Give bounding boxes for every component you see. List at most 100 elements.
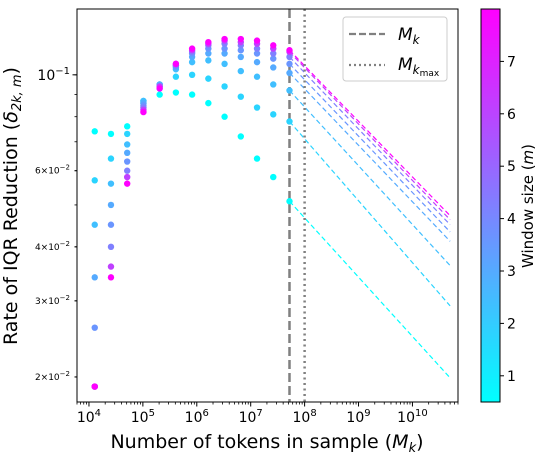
point-m8-6 — [188, 45, 196, 52]
point-m2-9 — [237, 93, 245, 100]
point-m5-8 — [221, 45, 228, 52]
point-m3-8 — [221, 60, 228, 68]
point-m5-10 — [253, 50, 261, 57]
point-m1-9 — [237, 133, 245, 140]
point-m8-11 — [270, 42, 277, 49]
point-m4-12 — [286, 69, 293, 77]
point-m8-7 — [205, 38, 212, 46]
point-m4-7 — [205, 50, 212, 57]
point-m5-11 — [270, 55, 277, 62]
point-m6-1 — [107, 243, 115, 251]
point-m8-12 — [286, 47, 293, 54]
x-tick-label: 107 — [239, 408, 263, 426]
point-m3-6 — [188, 58, 196, 66]
point-m1-7 — [205, 99, 212, 107]
point-m8-4 — [156, 85, 163, 92]
point-m8-5 — [172, 60, 180, 68]
point-m4-0 — [91, 274, 98, 281]
point-m4-8 — [221, 50, 228, 57]
legend-label-mk: Mk — [398, 25, 421, 47]
point-m1-10 — [253, 155, 261, 162]
colorbar-gradient — [480, 8, 501, 403]
point-m6-10 — [253, 45, 261, 52]
y-axis-ticks: 10−1 6×10−2 4×10−2 3×10−2 2×10−2 — [35, 66, 77, 383]
point-m8-10 — [253, 37, 261, 44]
point-m6-11 — [270, 50, 277, 57]
x-axis-label: Number of tokens in sample (Mk) — [110, 431, 423, 455]
x-tick-label: 106 — [185, 408, 209, 426]
colorbar-tick-label: 3 — [507, 264, 516, 280]
point-m2-7 — [205, 75, 212, 82]
x-tick-label: 105 — [131, 408, 155, 426]
point-m4-11 — [270, 64, 277, 71]
extrapolation-line-m6 — [289, 56, 451, 226]
x-tick-label: 109 — [346, 408, 370, 426]
point-m1-11 — [270, 173, 277, 181]
point-m8-0 — [91, 383, 98, 390]
point-m1-0 — [91, 128, 98, 135]
y-tick-label: 10−1 — [37, 66, 70, 84]
point-m7-2 — [123, 173, 131, 181]
extrapolation-lines — [289, 49, 451, 379]
point-m2-11 — [270, 111, 277, 118]
extrapolation-line-m4 — [289, 72, 451, 242]
point-m4-9 — [237, 53, 245, 61]
point-m1-5 — [172, 89, 180, 96]
point-m3-9 — [237, 67, 245, 75]
colorbar-tick-label: 4 — [507, 212, 516, 228]
point-m4-1 — [107, 201, 115, 209]
point-m8-9 — [237, 35, 245, 43]
point-m2-2 — [123, 130, 131, 138]
colorbar-tick-label: 7 — [507, 54, 516, 70]
point-m6-2 — [123, 167, 131, 174]
colorbar-label: Window size (m) — [519, 144, 537, 268]
point-m8-1 — [107, 274, 115, 281]
point-m2-1 — [107, 155, 115, 162]
point-m5-0 — [91, 324, 98, 331]
colorbar-tick-label: 1 — [507, 369, 516, 385]
y-tick-label: 2×10−2 — [35, 370, 70, 383]
extrapolation-line-m2 — [289, 121, 451, 307]
x-tick-label: 104 — [77, 408, 101, 426]
colorbar-tick-label: 5 — [507, 159, 516, 175]
point-m8-3 — [140, 108, 147, 116]
colorbar-tick-label: 6 — [507, 107, 516, 123]
point-m4-2 — [123, 149, 131, 157]
point-m5-1 — [107, 221, 115, 228]
point-m8-2 — [123, 180, 131, 187]
plot-frame — [76, 8, 459, 403]
point-m2-5 — [172, 73, 180, 80]
point-m5-9 — [237, 47, 245, 54]
point-m5-2 — [123, 158, 131, 165]
y-axis-label: Rate of IQR Reduction (δ2k, m) — [0, 67, 25, 345]
data-points — [91, 35, 293, 390]
point-m3-1 — [107, 180, 115, 187]
point-m3-12 — [286, 87, 293, 94]
colorbar-ticks: 1 2 3 4 5 6 7 — [500, 54, 516, 385]
point-m6-12 — [286, 53, 293, 61]
point-m1-8 — [221, 113, 228, 120]
point-m2-8 — [221, 83, 228, 90]
point-m5-12 — [286, 60, 293, 68]
point-m4-10 — [253, 58, 261, 66]
point-m3-7 — [205, 57, 212, 64]
colorbar-tick-label: 2 — [507, 316, 516, 332]
x-axis-ticks: 104 105 106 107 108 109 1010 — [76, 402, 459, 426]
point-m2-10 — [253, 104, 261, 111]
extrapolation-line-m7 — [289, 51, 451, 221]
point-m1-12 — [286, 198, 293, 205]
y-tick-label: 3×10−2 — [35, 294, 70, 307]
point-m2-0 — [91, 177, 98, 184]
point-m3-0 — [91, 221, 98, 228]
y-tick-label: 4×10−2 — [35, 240, 70, 253]
x-tick-label: 1010 — [397, 408, 428, 426]
point-m3-2 — [123, 141, 131, 148]
legend: Mk Mkmax — [342, 16, 448, 82]
extrapolation-line-m8 — [289, 49, 451, 217]
point-m3-10 — [253, 73, 261, 80]
point-m1-6 — [188, 91, 196, 98]
point-m7-1 — [107, 263, 115, 270]
point-m1-4 — [156, 91, 163, 98]
point-m8-8 — [221, 35, 228, 43]
